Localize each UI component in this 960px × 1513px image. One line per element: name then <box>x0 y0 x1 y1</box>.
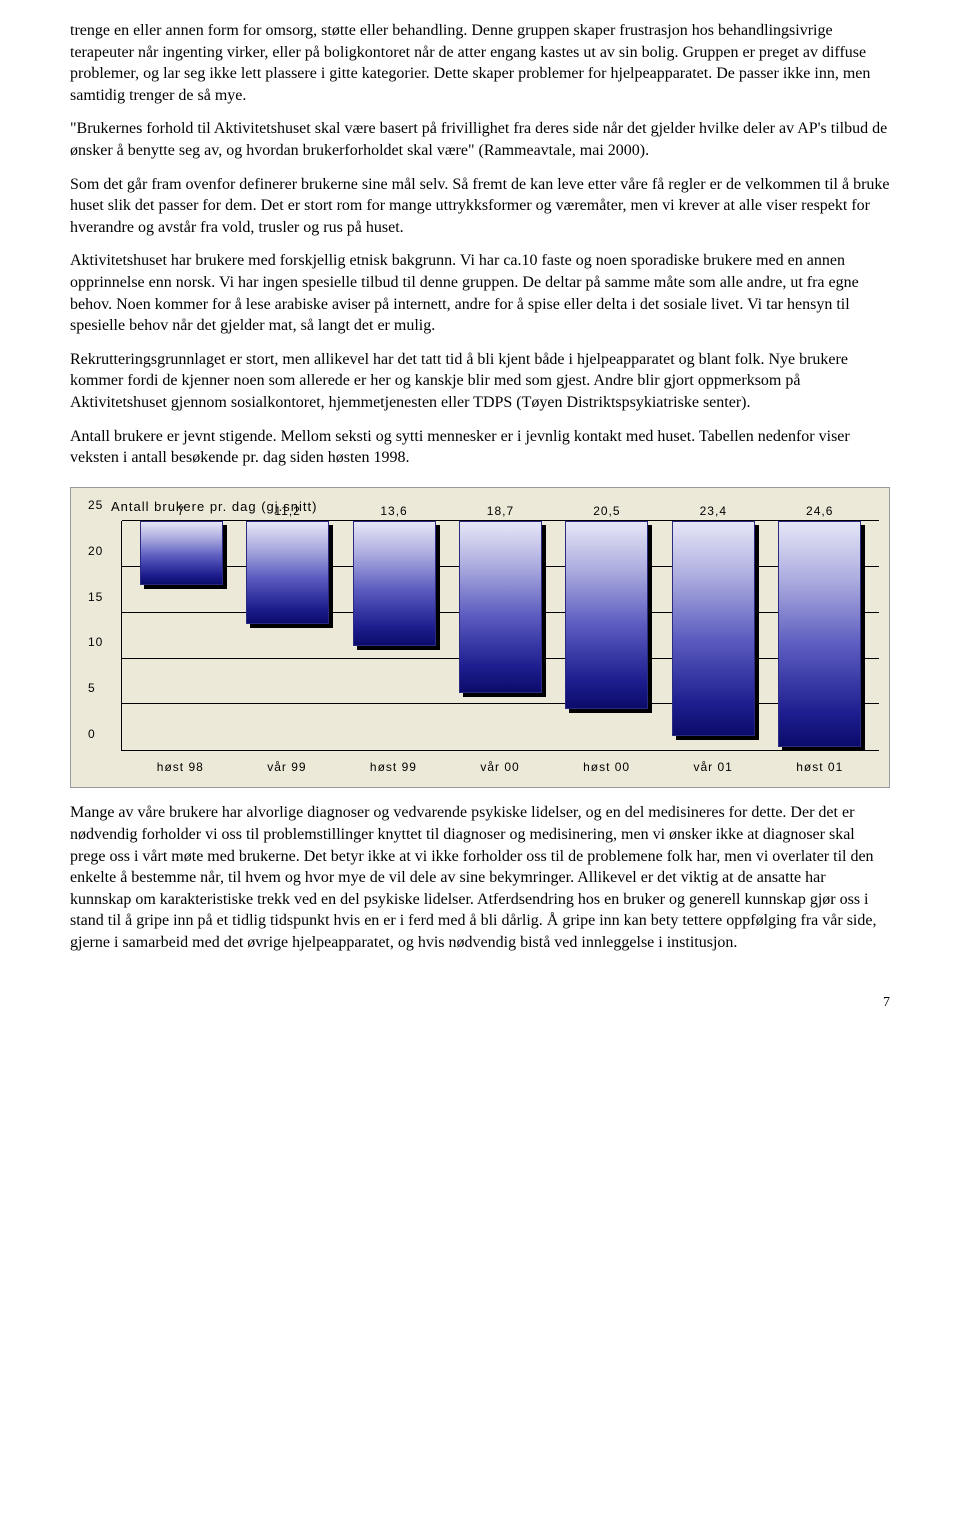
chart-y-tick-label: 5 <box>88 680 96 696</box>
chart-y-tick-label: 0 <box>88 726 96 742</box>
chart-bar: 23,4 <box>672 521 755 735</box>
chart-bar-value-label: 23,4 <box>700 503 727 519</box>
body-paragraph: trenge en eller annen form for omsorg, s… <box>70 20 890 106</box>
chart-bar-slot: 23,4 <box>660 521 766 750</box>
chart-bar: 7 <box>140 521 223 585</box>
chart-x-tick-label: høst 00 <box>553 759 660 775</box>
chart-x-tick-label: høst 01 <box>766 759 873 775</box>
chart-y-tick-label: 20 <box>88 543 103 559</box>
body-paragraph: Som det går fram ovenfor definerer bruke… <box>70 174 890 239</box>
visitors-bar-chart: Antall brukere pr. dag (gj.snitt) 711,21… <box>70 487 890 789</box>
chart-bar-value-label: 13,6 <box>380 503 407 519</box>
chart-x-axis: høst 98vår 99høst 99vår 00høst 00vår 01h… <box>121 751 879 775</box>
chart-bar-value-label: 20,5 <box>593 503 620 519</box>
chart-bar-value-label: 24,6 <box>806 503 833 519</box>
body-paragraph: Antall brukere er jevnt stigende. Mellom… <box>70 426 890 469</box>
body-paragraph: "Brukernes forhold til Aktivitetshuset s… <box>70 118 890 161</box>
body-paragraph: Aktivitetshuset har brukere med forskjel… <box>70 250 890 336</box>
chart-bar-value-label: 11,2 <box>274 503 300 519</box>
chart-bar-face <box>140 521 223 585</box>
chart-bar: 24,6 <box>778 521 861 746</box>
chart-bar-face <box>778 521 861 746</box>
chart-bar-face <box>672 521 755 735</box>
chart-y-tick-label: 15 <box>88 589 103 605</box>
page-number: 7 <box>70 994 890 1013</box>
chart-x-tick-label: vår 00 <box>447 759 554 775</box>
chart-x-tick-label: høst 99 <box>340 759 447 775</box>
chart-bar-slot: 24,6 <box>767 521 873 750</box>
chart-bar: 18,7 <box>459 521 542 692</box>
body-paragraph: Rekrutteringsgrunnlaget er stort, men al… <box>70 349 890 414</box>
chart-y-tick-label: 10 <box>88 634 103 650</box>
chart-bar-slot: 7 <box>128 521 234 750</box>
chart-bar: 13,6 <box>353 521 436 646</box>
chart-bar-slot: 11,2 <box>234 521 340 750</box>
chart-x-tick-label: vår 99 <box>234 759 341 775</box>
chart-gridline <box>122 703 879 704</box>
chart-bar-slot: 18,7 <box>447 521 553 750</box>
chart-bar-slot: 13,6 <box>341 521 447 750</box>
chart-bar-face <box>353 521 436 646</box>
chart-bar-face <box>246 521 329 624</box>
chart-bar-slot: 20,5 <box>554 521 660 750</box>
chart-bar-face <box>459 521 542 692</box>
body-paragraph: Mange av våre brukere har alvorlige diag… <box>70 802 890 953</box>
chart-y-tick-label: 25 <box>88 497 103 513</box>
chart-bar: 11,2 <box>246 521 329 624</box>
chart-bar-value-label: 18,7 <box>487 503 514 519</box>
chart-x-tick-label: høst 98 <box>127 759 234 775</box>
chart-bars-container: 7 11,2 13,6 18,7 20,5 23,4 24,6 <box>122 521 879 750</box>
chart-plot-area: 711,213,618,720,523,424,6 0510152025 <box>121 521 879 751</box>
chart-bar-value-label: 7 <box>177 503 185 519</box>
chart-bar: 20,5 <box>565 521 648 709</box>
chart-x-tick-label: vår 01 <box>660 759 767 775</box>
chart-bar-face <box>565 521 648 709</box>
